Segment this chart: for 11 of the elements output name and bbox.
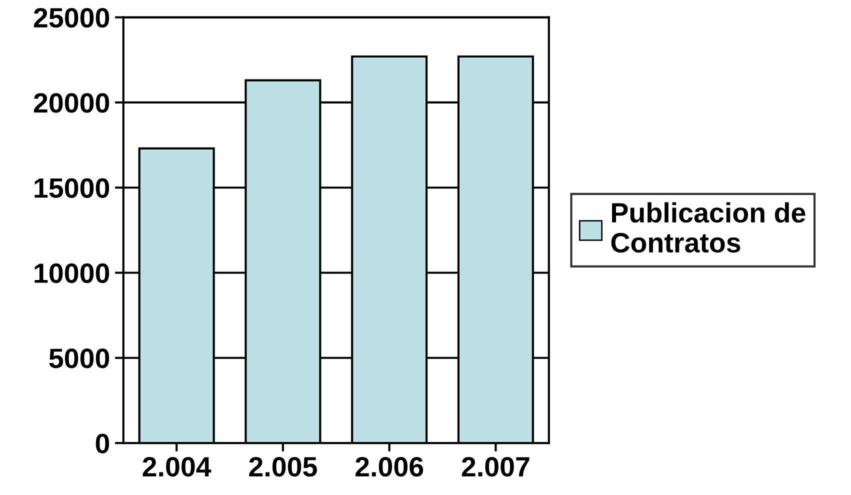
- y-tick-label: 25000: [34, 8, 110, 28]
- y-tick-label: 0: [96, 434, 110, 454]
- x-tick-label: 2.005: [249, 456, 317, 477]
- y-tick-label: 20000: [34, 93, 110, 113]
- x-tick-label: 2.007: [462, 456, 530, 477]
- x-tick-label: 2.004: [142, 456, 212, 477]
- y-tick-label: 10000: [34, 263, 110, 284]
- y-tick-label: 15000: [34, 178, 110, 198]
- legend-label: Publicacion de Contratos: [611, 202, 806, 253]
- x-tick-label: 2.006: [356, 456, 424, 477]
- y-tick-label: 5000: [49, 348, 110, 368]
